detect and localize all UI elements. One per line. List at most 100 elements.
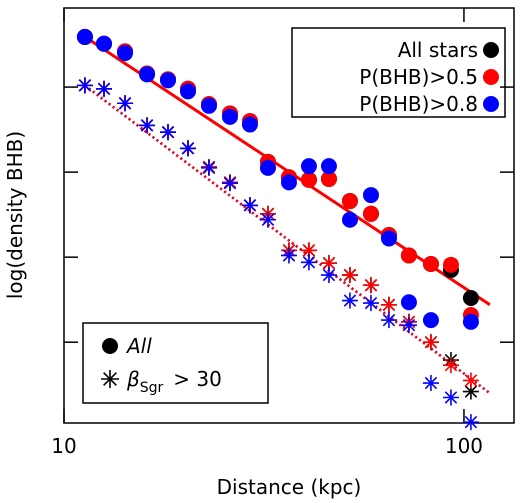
sgr-point	[300, 254, 317, 271]
sgr-point	[462, 383, 479, 400]
sgr-point	[341, 292, 358, 309]
asterisk-stroke	[202, 161, 216, 175]
point	[341, 193, 358, 210]
legend-label: All stars	[398, 38, 478, 62]
point	[400, 294, 417, 311]
asterisk-stroke	[282, 249, 296, 262]
sgr-point	[139, 117, 156, 134]
sgr-point	[462, 372, 479, 389]
asterisk-stroke	[78, 79, 92, 92]
legend-marker	[102, 338, 118, 354]
sgr-point	[117, 95, 134, 112]
point	[117, 45, 134, 62]
asterisk-stroke	[424, 335, 438, 349]
legend-label: βSgr > 30	[126, 367, 222, 396]
sgr-point	[76, 77, 93, 94]
sgr-point	[422, 334, 439, 351]
sgr-point	[320, 267, 337, 284]
asterisk-stroke	[343, 294, 357, 307]
sgr-point	[200, 159, 217, 176]
point	[180, 83, 197, 100]
legend2-box	[82, 322, 269, 404]
sgr-point	[362, 277, 379, 294]
point	[362, 205, 379, 222]
asterisk-stroke	[140, 119, 154, 132]
legend-marker	[483, 42, 499, 58]
asterisk-stroke	[424, 376, 438, 390]
legend-marker	[483, 69, 499, 85]
point	[422, 312, 439, 329]
sgr-point	[160, 124, 177, 141]
point	[200, 97, 217, 114]
x-axis-label: Distance (kpc)	[217, 475, 362, 499]
asterisk-stroke	[464, 415, 478, 429]
point	[96, 35, 113, 52]
asterisk-stroke	[382, 298, 396, 312]
asterisk-stroke	[243, 199, 257, 212]
sgr-point	[362, 295, 379, 312]
point	[280, 174, 297, 191]
asterisk-stroke	[181, 142, 195, 155]
sgr-point	[462, 414, 479, 431]
sgr-point	[422, 375, 439, 392]
legend-label-sub: Sgr	[140, 380, 164, 396]
point	[320, 158, 337, 175]
asterisk-stroke	[444, 358, 458, 372]
asterisk-stroke	[343, 268, 357, 282]
asterisk-stroke	[444, 391, 458, 404]
point	[300, 171, 317, 188]
point	[341, 211, 358, 228]
point	[76, 28, 93, 45]
asterisk-stroke	[382, 313, 396, 327]
legend-label-tail: > 30	[173, 367, 222, 391]
asterisk-stroke	[118, 97, 132, 110]
legend-box	[291, 27, 506, 118]
asterisk-stroke	[103, 372, 117, 386]
asterisk-stroke	[322, 268, 336, 282]
point	[462, 289, 479, 306]
point	[160, 72, 177, 89]
legend-marker	[101, 370, 119, 388]
sgr-point	[380, 296, 397, 313]
asterisk-stroke	[302, 256, 316, 269]
sgr-point	[259, 211, 276, 228]
y-axis-label: log(density BHB)	[3, 131, 27, 299]
point	[221, 108, 238, 125]
asterisk-stroke	[464, 374, 478, 387]
point	[462, 313, 479, 330]
legend-label: P(BHB)>0.8	[359, 92, 478, 116]
asterisk-stroke	[161, 125, 175, 139]
sgr-point	[221, 175, 238, 192]
point	[380, 230, 397, 247]
sgr-point	[280, 247, 297, 264]
sgr-point	[380, 312, 397, 329]
point	[442, 256, 459, 273]
point	[139, 66, 156, 83]
asterisk-stroke	[402, 318, 416, 332]
legend-label-main: All	[125, 334, 152, 358]
sgr-point	[442, 389, 459, 406]
sgr-point	[341, 267, 358, 284]
asterisk-stroke	[322, 256, 336, 270]
asterisk-stroke	[223, 176, 237, 190]
sgr-point	[300, 242, 317, 259]
x-tick-label: 10	[51, 434, 76, 458]
asterisk-stroke	[364, 296, 378, 310]
legend-marker	[483, 96, 499, 112]
asterisk-stroke	[464, 385, 478, 398]
point	[320, 170, 337, 187]
plot-frame	[63, 7, 515, 424]
point	[422, 255, 439, 272]
point	[259, 159, 276, 176]
asterisk-stroke	[261, 213, 275, 226]
sgr-point	[241, 197, 258, 214]
point	[400, 247, 417, 264]
sgr-point	[180, 140, 197, 157]
sgr-point	[96, 80, 113, 97]
sgr-point	[400, 317, 417, 334]
sgr-point	[442, 357, 459, 374]
x-tick-label: 100	[445, 434, 483, 458]
legend-label: P(BHB)>0.5	[359, 65, 478, 89]
asterisk-stroke	[302, 244, 316, 257]
